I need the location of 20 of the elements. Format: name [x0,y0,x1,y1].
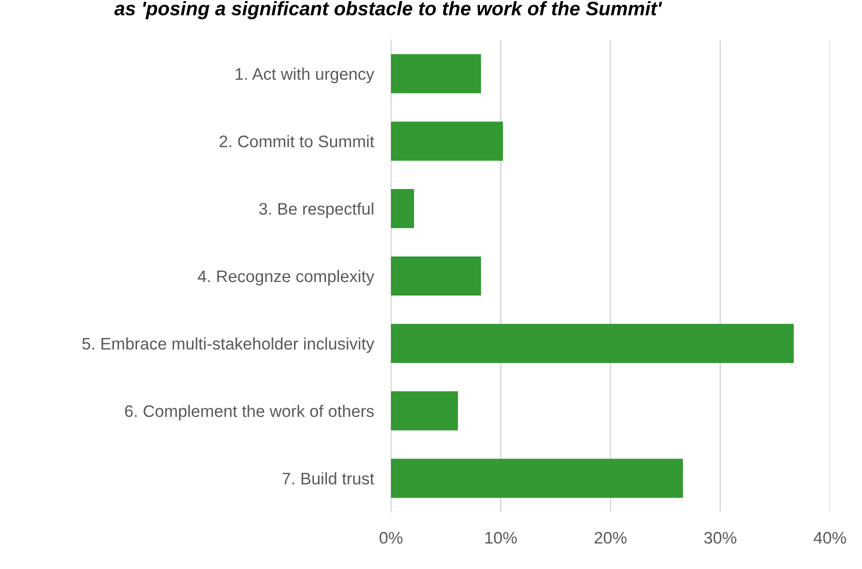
y-tick-label: 6. Complement the work of others [125,404,374,420]
y-tick-label: 1. Act with urgency [236,68,374,84]
y-tick-label: 4. Recognze complexity [198,270,374,286]
y-tick-label: 3. Be respectful [259,202,374,218]
y-tick-label: 2. Commit to Summit [220,135,374,148]
bar [391,54,481,94]
x-tick-label: 30% [704,532,736,544]
bar [391,256,481,296]
x-tick-label: 0% [380,532,402,544]
y-tick-label: 5. Embrace multi-stakeholder inclusivity [82,337,374,353]
bar [391,458,683,498]
bar [391,189,414,228]
x-tick-label: 10% [485,532,517,544]
bar [391,324,794,363]
bar [391,391,458,430]
y-tick-label: 7. Build trust [282,472,374,484]
x-tick-label: 40% [814,532,846,544]
chart-title: as 'posing a significant obstacle to the work of the Summit' [114,1,662,20]
bar [391,122,503,161]
x-tick-label: 20% [594,532,627,544]
